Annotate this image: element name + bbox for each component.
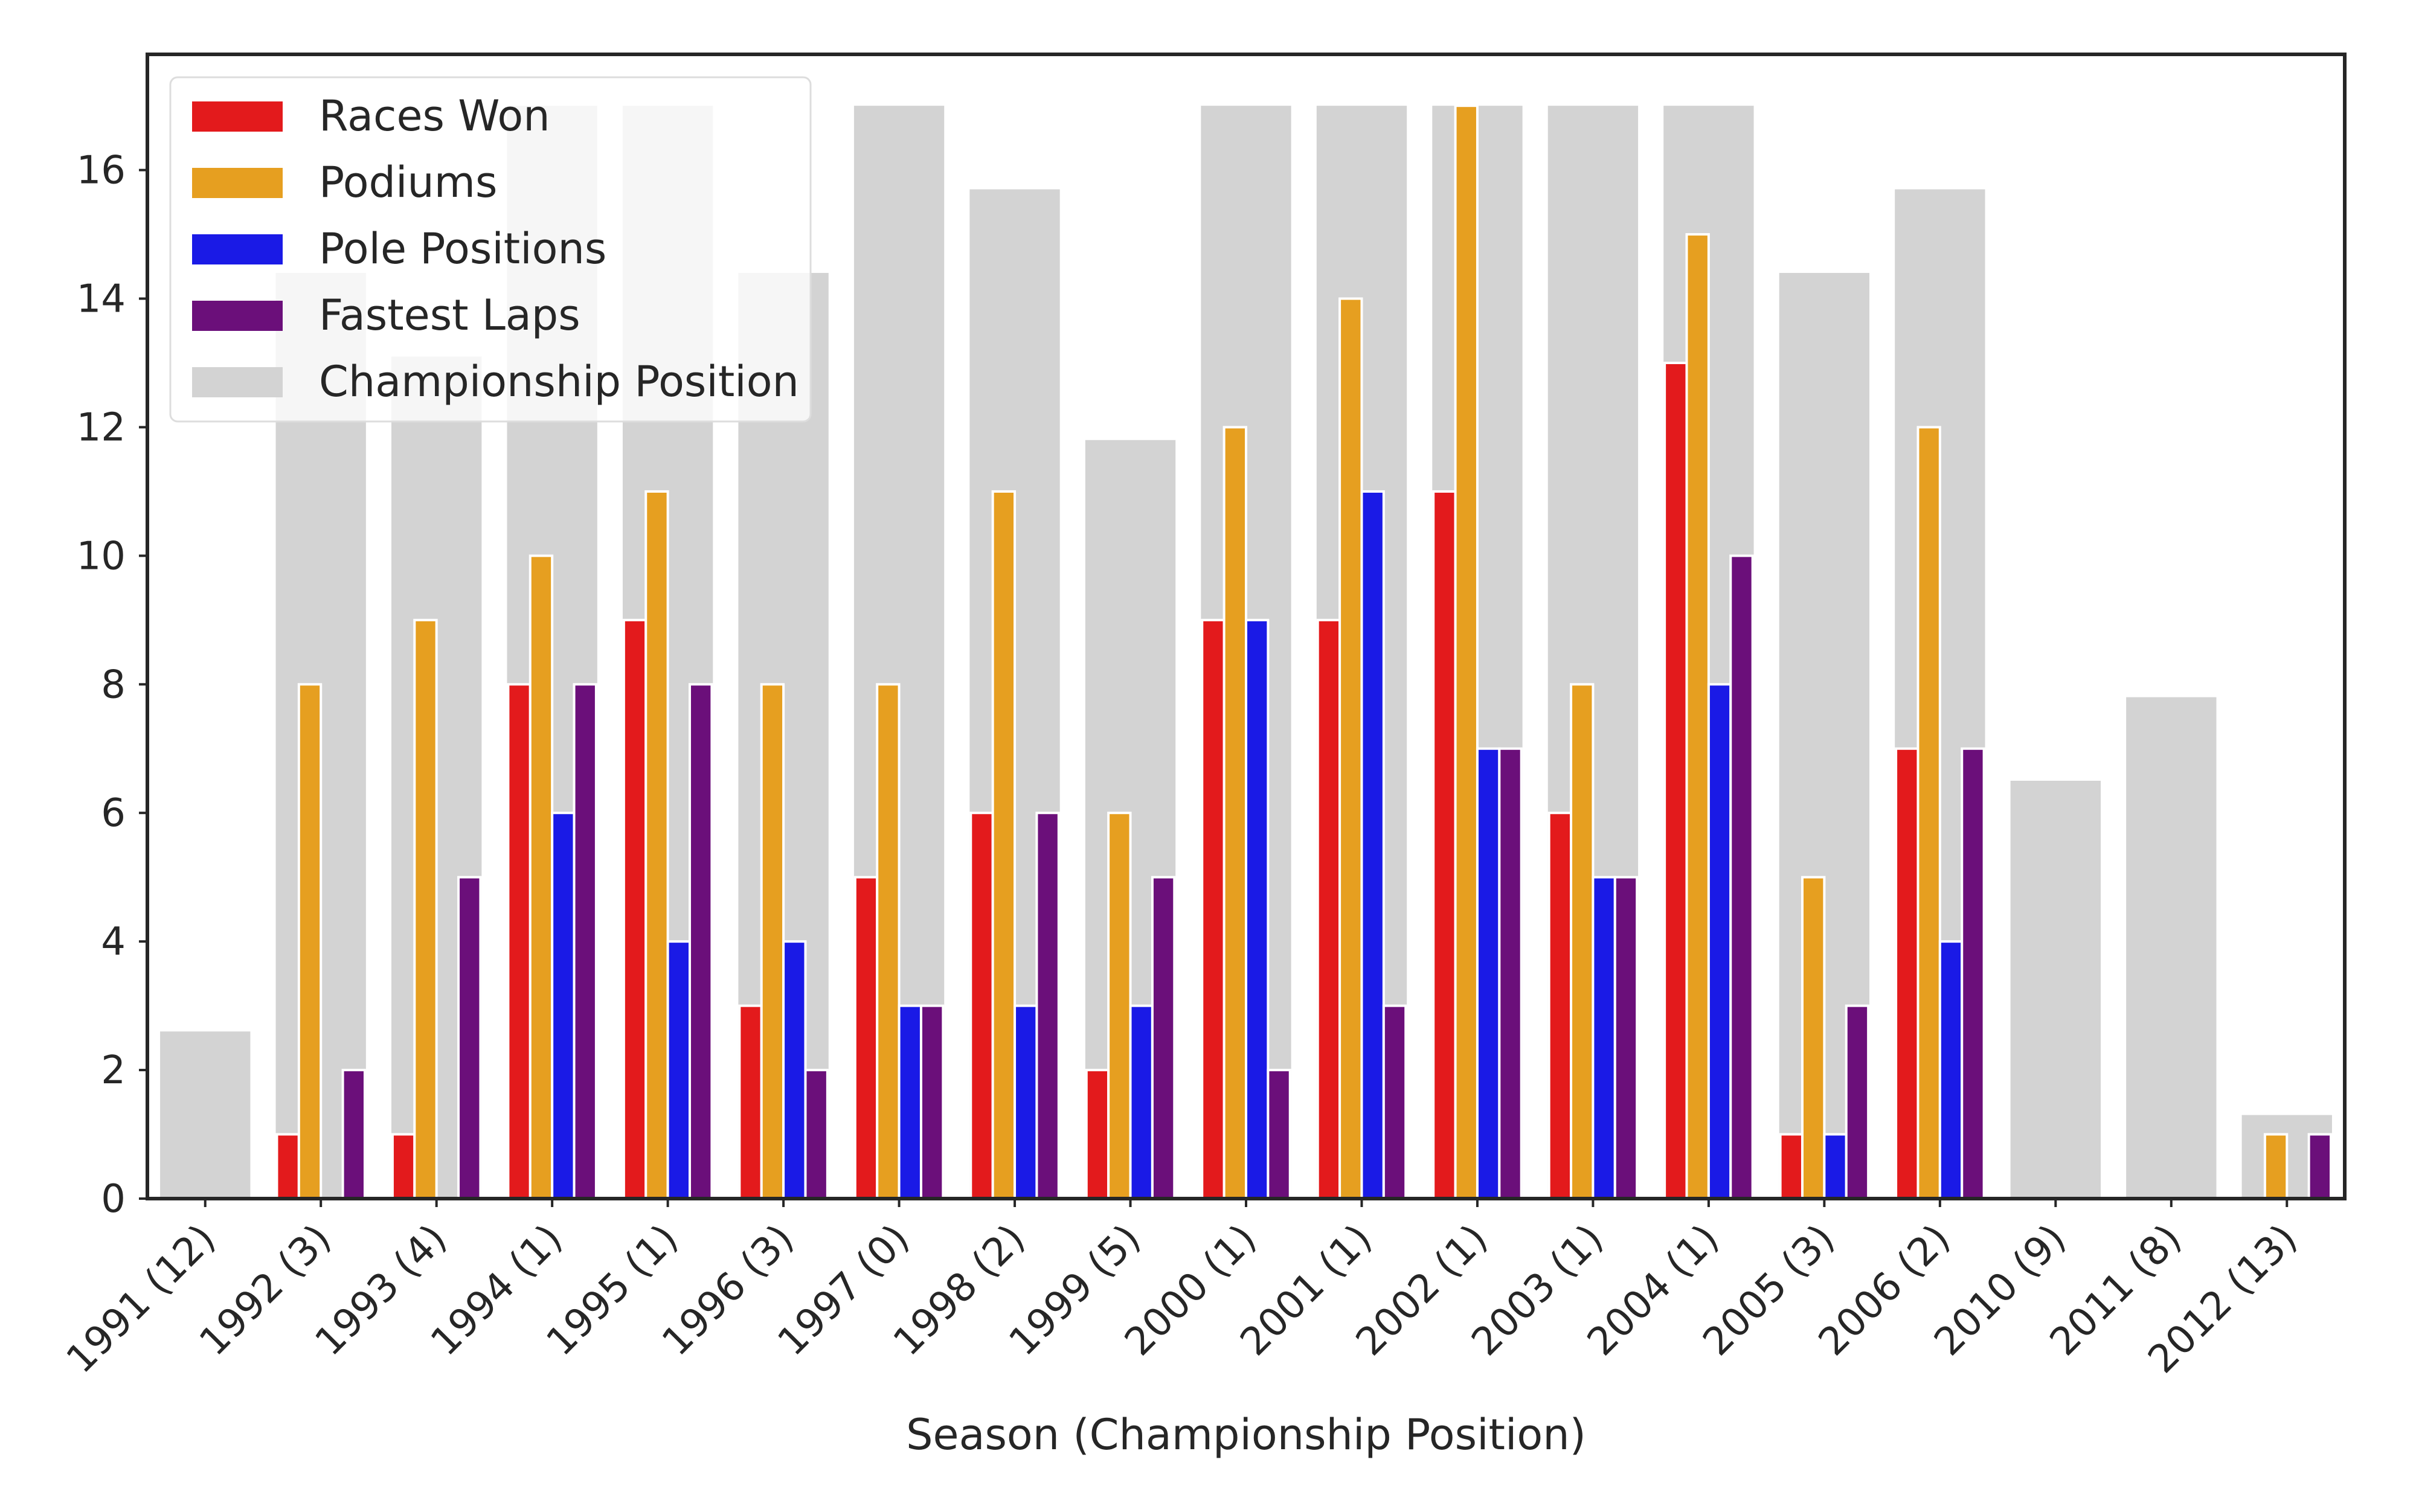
legend-swatch (192, 301, 283, 331)
legend-swatch (192, 234, 283, 264)
pole-positions-bar (1014, 1004, 1038, 1200)
y-tick-label: 0 (101, 1177, 126, 1222)
x-axis-title: Season (Championship Position) (906, 1410, 1586, 1459)
races-won-bar (275, 1133, 300, 1200)
legend-swatch (192, 168, 283, 198)
y-tick-label: 16 (77, 149, 126, 193)
races-won-bar (1201, 618, 1226, 1200)
fastest-laps-bar (1845, 1004, 1870, 1200)
races-won-bar (507, 683, 532, 1200)
pole-positions-bar (782, 940, 807, 1200)
podiums-bar (760, 683, 785, 1200)
podiums-bar (1222, 426, 1247, 1200)
podiums-bar (1916, 426, 1941, 1200)
legend-box (169, 76, 812, 423)
y-tick-label: 10 (77, 534, 126, 578)
podiums-bar (876, 683, 901, 1200)
y-tick-label: 12 (77, 405, 126, 450)
y-tick-label: 14 (77, 277, 126, 322)
races-won-bar (853, 876, 879, 1200)
fastest-laps-bar (1613, 876, 1639, 1200)
pole-positions-bar (1245, 618, 1270, 1200)
y-tick-label: 4 (101, 920, 126, 964)
fastest-laps-bar (1151, 876, 1176, 1200)
podiums-bar (1801, 876, 1826, 1200)
fastest-laps-bar (1382, 1004, 1407, 1200)
x-tick-label: 1991 (12) (58, 1216, 224, 1382)
podiums-bar (528, 554, 554, 1200)
x-axis-ticks: 1991 (12)1992 (3)1993 (4)1994 (1)1995 (1… (58, 1199, 2306, 1382)
podiums-bar (1454, 104, 1479, 1200)
fastest-laps-bar (2307, 1133, 2333, 1200)
podiums-bar (1107, 812, 1132, 1200)
fastest-laps-bar (689, 683, 713, 1200)
fastest-laps-bar (457, 876, 482, 1200)
y-axis-ticks: 0 2 4 6 8 10 12 14 16 (77, 149, 147, 1222)
fastest-laps-bar (341, 1069, 366, 1200)
legend-label: Podiums (319, 158, 497, 207)
pole-positions-bar (1707, 683, 1732, 1200)
races-won-bar (738, 1004, 763, 1200)
races-won-bar (969, 812, 994, 1200)
races-won-bar (1316, 618, 1341, 1200)
podiums-bar (1338, 297, 1363, 1200)
races-won-bar (1085, 1069, 1110, 1200)
legend-label: Pole Positions (319, 224, 606, 274)
y-tick-label: 2 (101, 1048, 126, 1093)
legend: Races Won Podiums Pole Positions Fastest La… (169, 76, 812, 423)
championship-position-bar (2126, 697, 2217, 1199)
legend-label: Fastest Laps (319, 290, 580, 340)
pole-positions-bar (1823, 1133, 1848, 1200)
fastest-laps-bar (1035, 812, 1060, 1200)
legend-swatch (192, 367, 283, 397)
races-won-bar (622, 618, 647, 1200)
fastest-laps-bar (804, 1069, 829, 1200)
races-won-bar (1432, 490, 1457, 1200)
fastest-laps-bar (1267, 1069, 1291, 1200)
legend-swatch (192, 101, 283, 132)
pole-positions-bar (1129, 1004, 1154, 1200)
fastest-laps-bar (1498, 747, 1523, 1200)
races-won-bar (391, 1133, 416, 1200)
races-won-bar (1663, 362, 1688, 1200)
fastest-laps-bar (1729, 554, 1754, 1200)
podiums-bar (1570, 683, 1595, 1200)
podiums-bar (2263, 1133, 2289, 1200)
fastest-laps-bar (919, 1004, 945, 1200)
stat-bars (275, 104, 2333, 1200)
pole-positions-bar (1360, 490, 1385, 1200)
championship-position-bar (2010, 781, 2101, 1199)
legend-label: Championship Position (319, 357, 799, 406)
y-tick-label: 6 (101, 791, 126, 836)
pole-positions-bar (551, 812, 576, 1200)
races-won-bar (1547, 812, 1573, 1200)
podiums-bar (413, 618, 438, 1200)
fastest-laps-bar (573, 683, 597, 1200)
fastest-laps-bar (1961, 747, 1985, 1200)
championship-position-bar (160, 1031, 251, 1199)
legend-label: Races Won (319, 91, 550, 141)
pole-positions-bar (1476, 747, 1501, 1200)
races-won-bar (1779, 1133, 1804, 1200)
y-tick-label: 8 (101, 662, 126, 707)
pole-positions-bar (1938, 940, 1964, 1200)
pole-positions-bar (666, 940, 692, 1200)
races-won-bar (1895, 747, 1920, 1200)
podiums-bar (297, 683, 323, 1200)
pole-positions-bar (898, 1004, 922, 1200)
podiums-bar (644, 490, 669, 1200)
podiums-bar (991, 490, 1017, 1200)
podiums-bar (1685, 233, 1710, 1200)
pole-positions-bar (1592, 876, 1616, 1200)
